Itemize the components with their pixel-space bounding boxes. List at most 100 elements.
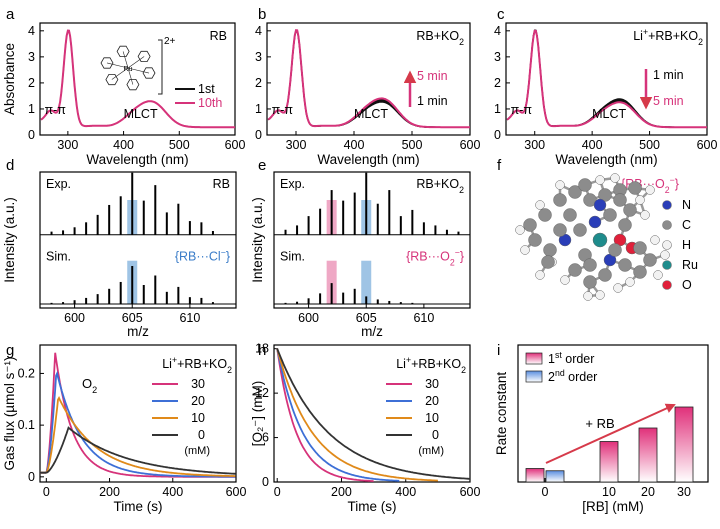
x-tick-label: 605 (356, 311, 377, 325)
annotation-mlct: MLCT (354, 107, 388, 121)
x-tick-label: 400 (162, 485, 183, 499)
x-tick-label: 500 (639, 138, 660, 152)
x-tick-label: 10 (602, 485, 616, 499)
y-tick-label: 0 (494, 128, 501, 142)
x-axis-label: Wavelength (nm) (86, 152, 188, 167)
x-tick-label: 600 (697, 138, 718, 152)
chart-title: Li++RB+KO2 (396, 355, 466, 375)
atom-h (555, 180, 565, 190)
x-tick-label: 610 (413, 311, 434, 325)
legend-label: C (682, 218, 691, 232)
atom-h (515, 225, 525, 235)
x-axis-label: [RB] (mM) (582, 499, 644, 514)
series-line-0 (276, 348, 471, 480)
annotation-mlct: MLCT (592, 107, 626, 121)
legend-label: 1st (198, 82, 215, 96)
coordination-bond (122, 51, 129, 69)
x-tick-label: 0 (274, 485, 281, 499)
atom-c (618, 258, 632, 272)
y-tick-label: 0 (262, 475, 269, 489)
y-tick-label: 3 (255, 50, 262, 64)
y-tick-label: 0.1 (18, 418, 35, 432)
atom-h (635, 195, 645, 205)
atom-h (595, 175, 605, 185)
panel-b: 300 400 500 600 0 1 2 3 4b Wavelength (nm) π-π MLCT… (255, 6, 480, 167)
y-tick-label: 1 (255, 102, 262, 116)
atom-c (541, 255, 555, 269)
species-label: O2 (82, 376, 97, 395)
atom-c (553, 223, 567, 237)
atom-ru (592, 232, 608, 248)
atom-c (528, 233, 542, 247)
x-tick-label: 300 (524, 138, 545, 152)
panel-letter: a (6, 6, 15, 23)
y-tick-label: 0.2 (18, 366, 35, 380)
bipyridine-ring (142, 67, 156, 79)
metal-center-label: Ru (124, 66, 133, 73)
panel-letter: g (6, 342, 14, 359)
bar-first-order (638, 427, 658, 483)
y-axis-label: Intensity (a.u.) (2, 197, 17, 283)
atom-h (660, 250, 670, 260)
charge-bracket (158, 39, 163, 95)
legend-label: 10 (191, 411, 205, 425)
x-tick-label: 400 (395, 485, 416, 499)
atom-h (625, 277, 635, 287)
x-tick-label: 610 (179, 311, 200, 325)
atom-c (583, 275, 597, 289)
legend-swatch (662, 220, 672, 230)
y-tick-label: 2 (28, 76, 35, 90)
arrow-label-top: 1 min (653, 68, 684, 82)
y-tick-label: 3 (494, 50, 501, 64)
x-tick-label: 0 (43, 485, 50, 499)
legend-unit: (mM) (184, 445, 210, 457)
highlight-band (361, 260, 372, 304)
y-tick-label: 2 (255, 76, 262, 90)
panel-letter: f (497, 157, 502, 174)
atom-c (523, 218, 537, 232)
series-line-0 (40, 426, 236, 475)
exp-label: Exp. (46, 177, 71, 191)
y-tick-label: 3 (28, 50, 35, 64)
coordination-bond (127, 67, 150, 74)
chart-title: RB (213, 177, 230, 191)
legend-label: 2nd order (548, 368, 597, 384)
plot-frame (39, 171, 237, 309)
x-tick-label: 400 (113, 138, 134, 152)
x-axis-label: m/z (127, 324, 149, 339)
legend-label: O (682, 278, 692, 292)
charge-label: 2+ (164, 36, 176, 47)
atom-h (535, 270, 545, 280)
atom-n (593, 198, 607, 212)
atom-h (613, 283, 623, 293)
bar-first-order (674, 406, 694, 483)
atom-c (623, 203, 637, 217)
x-tick-label: 300 (286, 138, 307, 152)
atom-h (560, 275, 570, 285)
panel-letter: h (258, 342, 266, 359)
panel-a: 300 400 500 600 0 1 2 3 4a Wavelength (nm) π-π MLCT… (2, 6, 245, 167)
arrow-label-bottom: 1 min (417, 94, 448, 108)
y-tick-label: 0 (28, 128, 35, 142)
atom-c (618, 218, 632, 232)
legend-label: 30 (191, 377, 205, 391)
legend-swatch (662, 280, 672, 290)
x-tick-label: 300 (57, 138, 78, 152)
x-axis-label: Wavelength (nm) (555, 152, 657, 167)
atom-c (568, 263, 582, 277)
coordination-bond (127, 56, 145, 69)
x-axis-label: Time (s) (348, 499, 397, 514)
y-tick-label: 12 (255, 386, 269, 400)
ru-bpy-structure: Ru 2+ (100, 36, 176, 95)
x-tick-label: 400 (582, 138, 603, 152)
coordination-bond (111, 67, 129, 80)
legend-label: 30 (425, 377, 439, 391)
atom-c (553, 193, 567, 207)
plot-frame (39, 344, 237, 483)
series-line-30 (276, 348, 374, 482)
atom-h (535, 200, 545, 210)
bar-second-order (545, 470, 565, 483)
y-axis-label: Rate constant (494, 372, 509, 456)
series-line-5-min (267, 29, 470, 129)
atom-h (650, 235, 660, 245)
